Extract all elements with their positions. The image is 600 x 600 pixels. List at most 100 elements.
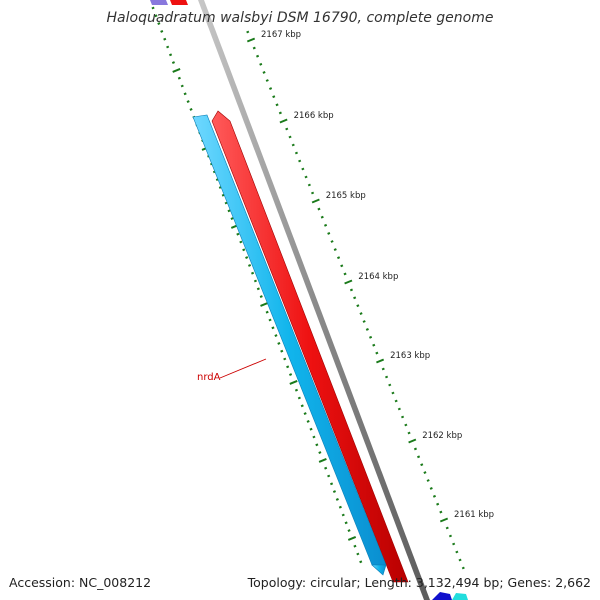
minor-tick [461, 566, 465, 570]
minor-tick [445, 526, 449, 530]
minor-tick [312, 435, 316, 439]
minor-tick [166, 45, 170, 49]
minor-tick [154, 14, 158, 18]
minor-tick [275, 103, 279, 107]
minor-tick [338, 505, 342, 509]
minor-tick [340, 264, 344, 268]
minor-tick [291, 143, 295, 147]
minor-tick [227, 209, 231, 213]
major-tick [439, 517, 449, 523]
minor-tick [332, 490, 336, 494]
tick-label: 2165 kbp [326, 191, 366, 201]
minor-tick [239, 240, 243, 244]
gene-red-partial-top [170, 0, 188, 5]
tick-label: 2162 kbp [422, 431, 462, 441]
minor-tick [330, 240, 334, 243]
minor-tick [297, 396, 301, 400]
minor-tick [289, 373, 293, 377]
minor-tick [324, 466, 328, 470]
minor-tick [309, 427, 313, 431]
minor-tick [171, 61, 175, 65]
gene-label-nrda: nrdA [197, 358, 267, 383]
minor-tick [333, 248, 337, 252]
major-tick [246, 37, 256, 43]
genome-summary-text: Topology: circular; Length: 3,132,494 bp… [247, 575, 591, 590]
minor-tick [163, 37, 167, 41]
minor-tick [362, 320, 366, 323]
minor-tick [251, 271, 255, 275]
minor-tick [265, 310, 269, 314]
minor-tick [280, 349, 284, 353]
major-tick [279, 118, 288, 124]
minor-tick [169, 53, 173, 57]
minor-tick [248, 263, 252, 267]
tick-label: 2166 kbp [294, 111, 334, 121]
minor-tick [391, 391, 395, 395]
minor-tick [439, 510, 443, 514]
minor-tick [304, 175, 308, 179]
minor-tick [365, 327, 369, 331]
minor-tick [294, 388, 298, 392]
minor-tick [455, 550, 459, 554]
minor-tick [259, 295, 263, 299]
minor-tick [283, 357, 287, 361]
minor-tick [375, 351, 379, 355]
minor-tick [327, 231, 331, 235]
tick-label: 2161 kbp [454, 510, 494, 520]
minor-tick [306, 419, 310, 423]
minor-tick [189, 107, 193, 111]
minor-tick [356, 552, 360, 556]
minor-tick [186, 100, 190, 104]
minor-tick [252, 46, 256, 50]
minor-tick [311, 191, 315, 195]
minor-tick [246, 30, 250, 34]
major-tick [318, 457, 327, 463]
minor-tick [404, 423, 408, 427]
accession-text: Accession: NC_008212 [9, 575, 151, 590]
minor-tick [160, 29, 164, 33]
minor-tick [253, 279, 257, 283]
minor-tick [429, 486, 433, 490]
minor-tick [303, 412, 307, 416]
minor-tick [277, 341, 281, 345]
minor-tick [452, 542, 456, 546]
minor-tick [388, 383, 392, 387]
tick-labels: 2167 kbp 2166 kbp 2165 kbp 2164 kbp 2163 kbp… [261, 30, 494, 520]
minor-tick [330, 482, 334, 486]
minor-tick [423, 471, 427, 475]
minor-tick [413, 447, 417, 451]
minor-tick [341, 513, 345, 517]
minor-tick [298, 159, 302, 163]
minor-tick [420, 463, 424, 467]
minor-tick [286, 365, 290, 369]
minor-tick [177, 76, 181, 80]
gene-nrda-reverse [192, 114, 387, 576]
minor-tick [256, 287, 260, 291]
minor-tick [401, 415, 405, 419]
major-tick [408, 438, 417, 444]
minor-tick [265, 79, 269, 82]
minor-tick [307, 183, 311, 187]
minor-tick [183, 92, 187, 96]
tick-label: 2163 kbp [390, 351, 430, 361]
minor-tick [359, 560, 363, 564]
gene-darkblue-partial [432, 592, 452, 600]
minor-tick [230, 217, 234, 221]
major-tick [172, 67, 181, 73]
minor-tick [372, 343, 376, 347]
map-title: Haloquadratum walsbyi DSM 16790, complet… [107, 10, 494, 26]
minor-tick [337, 256, 341, 260]
minor-tick [262, 70, 266, 74]
tick-label: 2167 kbp [261, 30, 301, 40]
minor-tick [271, 326, 275, 330]
minor-tick [327, 474, 331, 478]
gene-forward-red [211, 110, 409, 583]
gene-cyan-partial-bottom [452, 593, 468, 600]
minor-tick [268, 318, 272, 322]
minor-tick [269, 87, 273, 91]
minor-tick [343, 272, 347, 276]
minor-tick [320, 215, 324, 219]
inner-tick-ruler [151, 6, 363, 564]
minor-tick [151, 6, 155, 10]
